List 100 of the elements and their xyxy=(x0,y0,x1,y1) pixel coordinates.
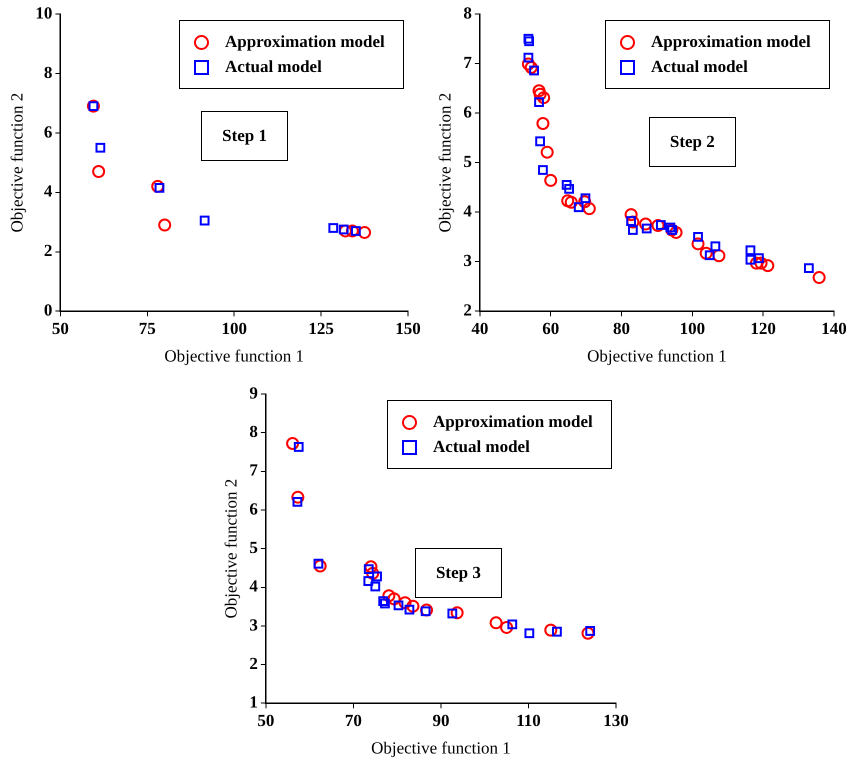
point xyxy=(350,226,361,236)
x-tick-label: 110 xyxy=(516,710,541,730)
point xyxy=(578,195,592,208)
point xyxy=(581,626,594,640)
point xyxy=(656,220,666,230)
y-tick-label: 6 xyxy=(463,102,472,122)
point xyxy=(363,576,374,586)
point xyxy=(670,226,683,239)
x-tick-label: 125 xyxy=(308,318,334,338)
point xyxy=(382,589,396,602)
point xyxy=(346,224,359,238)
point xyxy=(364,564,374,574)
y-tick-label: 8 xyxy=(249,422,258,442)
x-tick-label: 90 xyxy=(432,710,450,730)
point xyxy=(534,97,544,108)
point xyxy=(524,60,538,74)
point xyxy=(754,253,764,264)
y-axis-title: Objective function 2 xyxy=(222,478,241,618)
point xyxy=(364,560,378,574)
y-tick-label: 8 xyxy=(44,62,52,82)
x-axis-title: Objective function 1 xyxy=(164,346,304,366)
y-tick-label: 10 xyxy=(35,3,52,22)
point xyxy=(507,619,518,630)
point xyxy=(750,256,763,270)
point xyxy=(291,490,304,504)
annotation: Step 2 xyxy=(648,116,736,167)
point xyxy=(642,224,652,234)
point xyxy=(404,604,414,615)
y-axis-title: Objective function 2 xyxy=(436,92,455,232)
point xyxy=(561,194,574,208)
point xyxy=(538,165,548,175)
y-tick-label: 8 xyxy=(463,3,472,22)
x-tick-label: 80 xyxy=(613,318,630,338)
point xyxy=(564,184,574,194)
point xyxy=(200,216,210,226)
x-tick-label: 120 xyxy=(750,318,776,338)
point xyxy=(398,596,412,610)
point xyxy=(582,202,596,216)
y-tick-label: 2 xyxy=(249,654,258,673)
point xyxy=(524,52,534,62)
annotation: Step 3 xyxy=(414,548,502,598)
point xyxy=(154,182,164,193)
point xyxy=(585,626,596,636)
point xyxy=(314,559,327,572)
point xyxy=(524,628,534,638)
point xyxy=(420,604,434,617)
y-tick-label: 5 xyxy=(249,538,258,557)
point xyxy=(746,254,756,265)
point xyxy=(544,174,558,187)
point xyxy=(370,582,380,592)
point xyxy=(524,36,534,46)
point xyxy=(652,219,665,232)
point xyxy=(286,436,300,450)
point xyxy=(314,558,324,569)
point xyxy=(151,180,164,193)
y-tick-label: 3 xyxy=(249,615,258,634)
y-tick-label: 4 xyxy=(44,182,53,201)
point xyxy=(529,66,539,76)
legend-label: Actual model xyxy=(225,57,322,77)
point xyxy=(534,88,547,101)
point xyxy=(639,218,652,231)
point xyxy=(490,616,503,630)
y-tick-label: 4 xyxy=(249,576,258,596)
x-tick-label: 75 xyxy=(138,318,156,338)
point xyxy=(358,226,372,239)
point xyxy=(628,225,638,235)
point xyxy=(378,596,388,606)
annotation: Step 1 xyxy=(201,110,288,161)
point xyxy=(544,624,558,637)
x-tick-label: 70 xyxy=(344,710,362,730)
point xyxy=(540,146,554,159)
point xyxy=(338,224,349,234)
legend-label: Approximation model xyxy=(433,412,593,432)
point xyxy=(158,218,172,232)
y-tick-label: 9 xyxy=(249,383,258,402)
y-axis-title: Objective function 2 xyxy=(8,92,27,232)
point xyxy=(328,223,338,233)
point xyxy=(761,259,774,272)
x-tick-label: 100 xyxy=(680,318,706,338)
x-tick-label: 50 xyxy=(257,710,274,730)
point xyxy=(812,271,826,284)
y-tick-label: 6 xyxy=(249,499,258,518)
x-tick-label: 140 xyxy=(821,318,847,338)
x-axis-title: Objective function 1 xyxy=(587,346,727,366)
x-tick-label: 100 xyxy=(221,318,247,338)
x-tick-label: 40 xyxy=(471,318,488,338)
x-tick-label: 130 xyxy=(603,710,629,730)
point xyxy=(394,600,404,610)
point xyxy=(536,116,550,130)
point xyxy=(580,193,590,204)
y-tick-label: 6 xyxy=(44,122,52,142)
point xyxy=(804,263,814,273)
point xyxy=(693,232,703,242)
y-tick-label: 5 xyxy=(463,152,472,171)
point xyxy=(292,496,302,507)
legend-label: Actual model xyxy=(433,437,530,457)
point xyxy=(500,620,514,634)
y-tick-label: 3 xyxy=(463,251,472,270)
point xyxy=(92,165,106,178)
x-axis-title: Objective function 1 xyxy=(371,738,511,758)
